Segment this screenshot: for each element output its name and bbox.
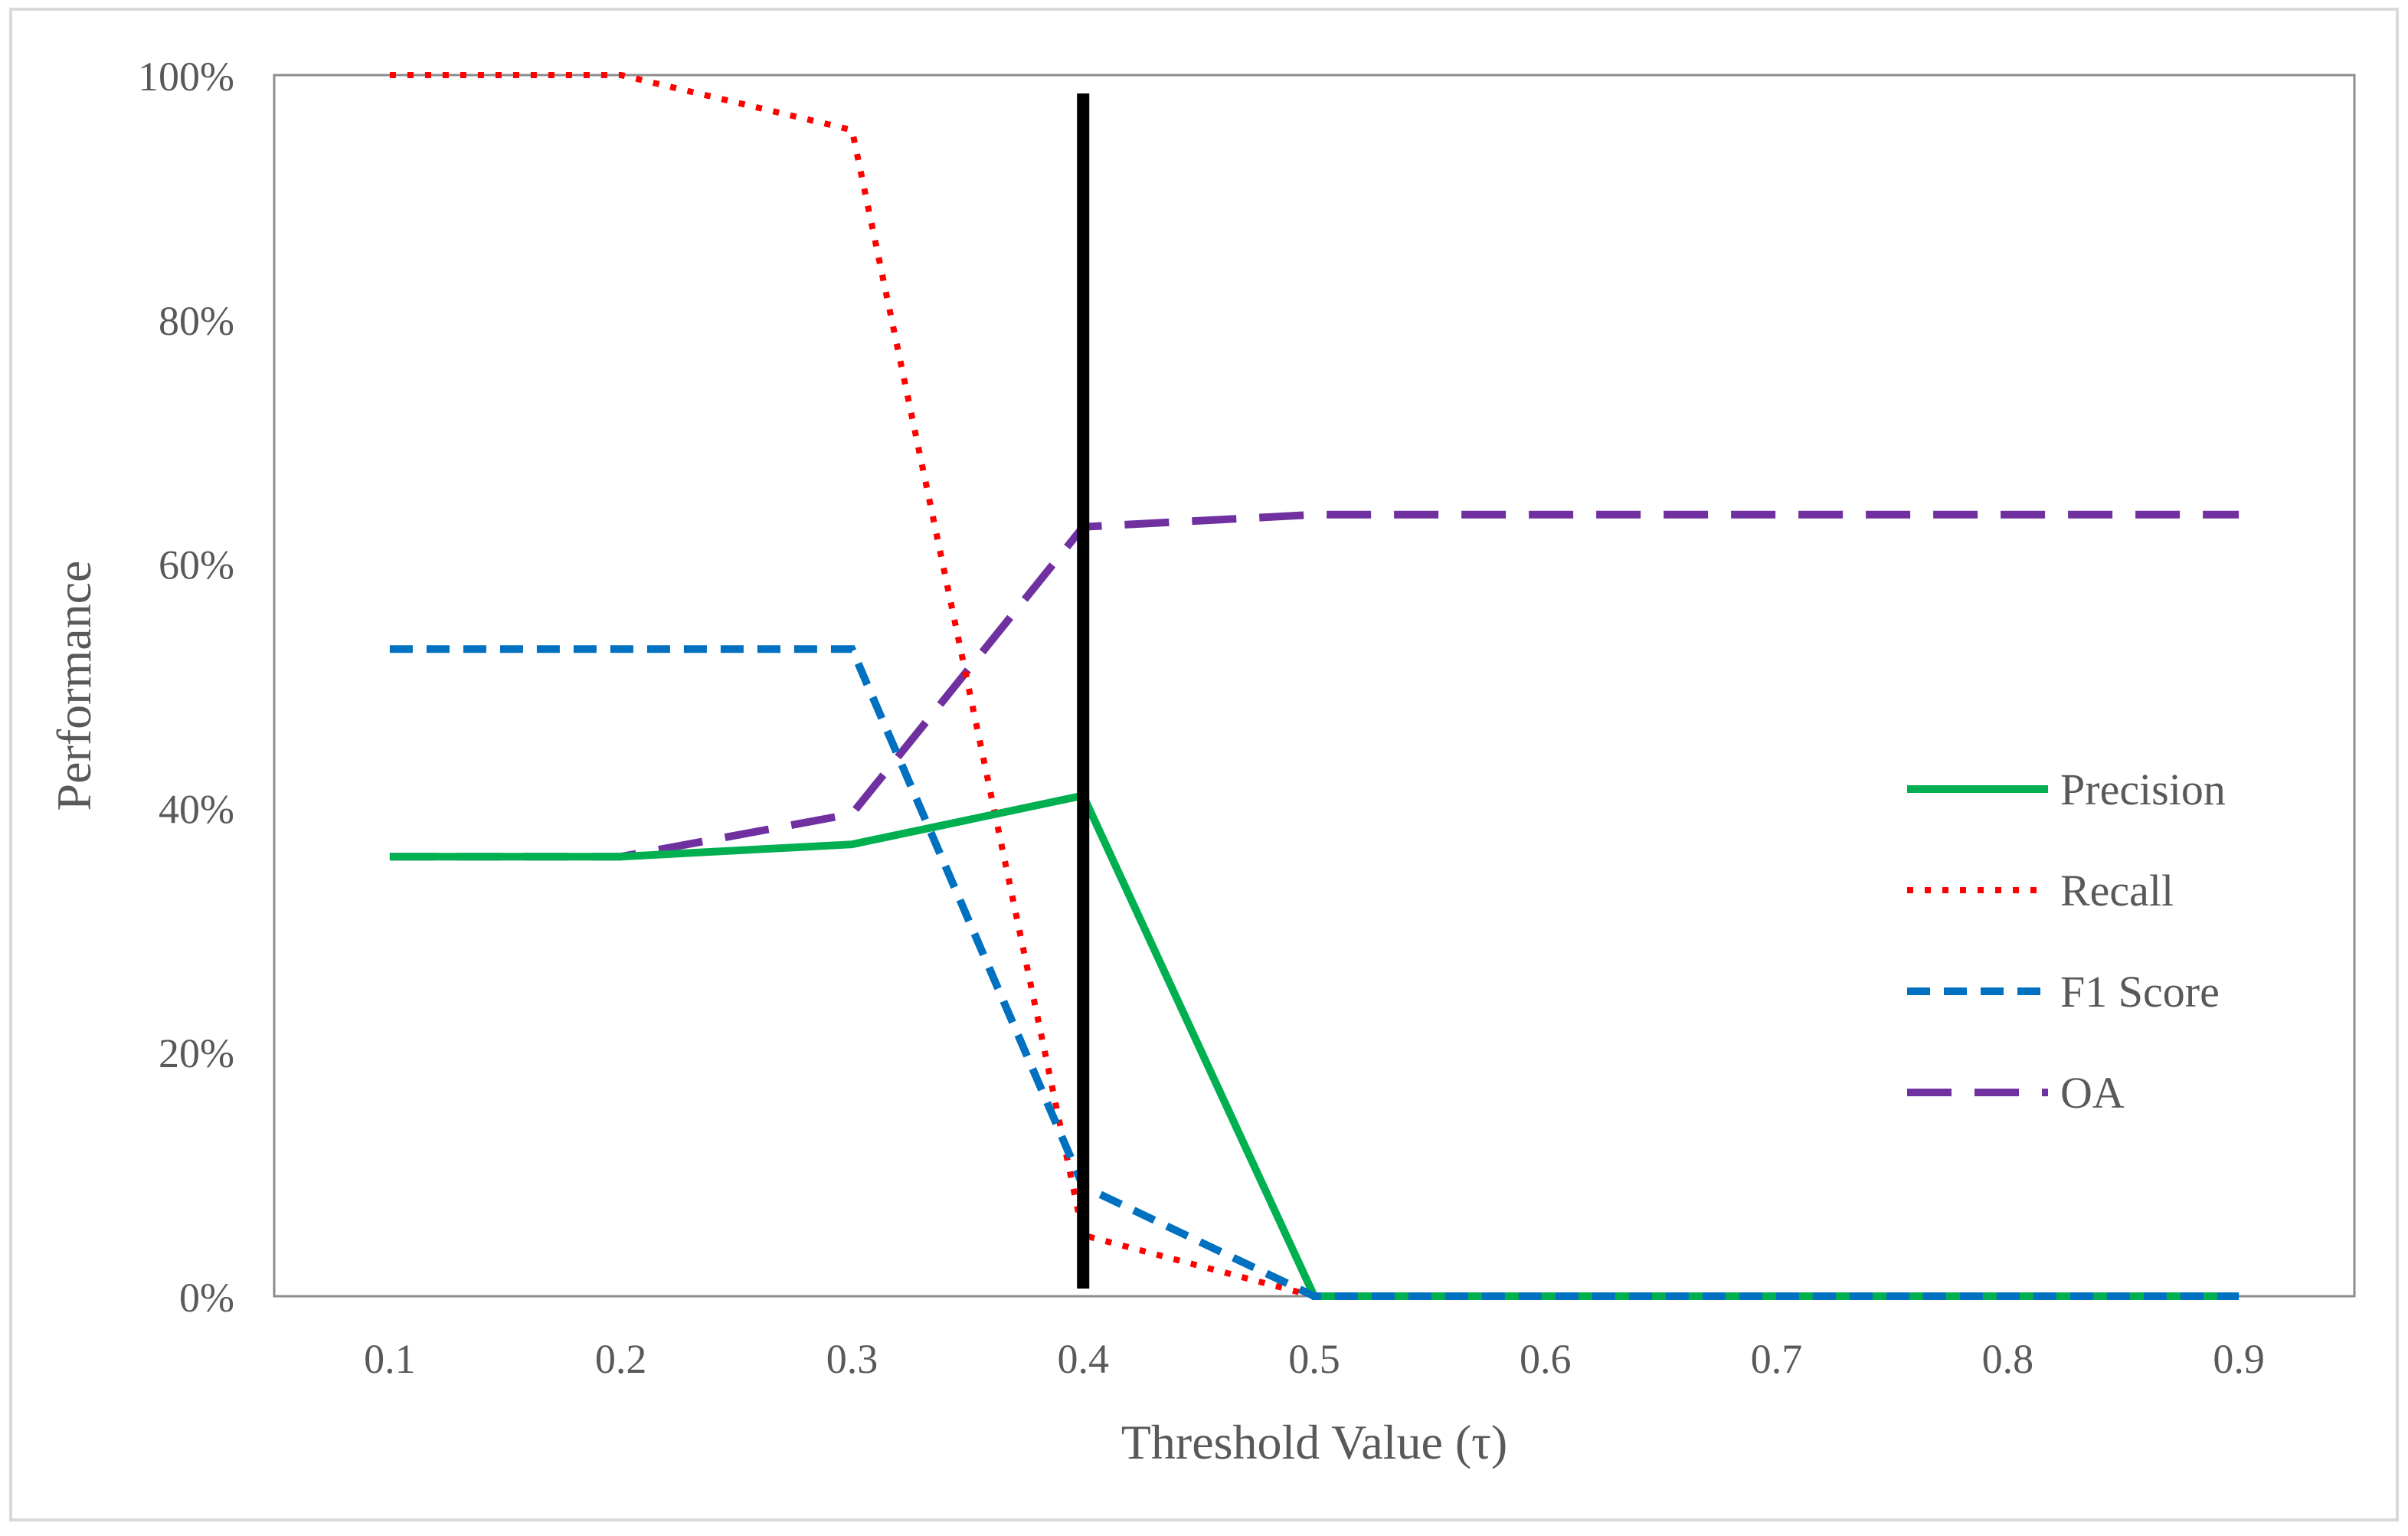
- legend-item-f1-score: F1 Score: [1907, 967, 2220, 1017]
- y-tick-label: 80%: [159, 298, 234, 344]
- x-tick-label: 0.1: [364, 1336, 416, 1382]
- x-tick-label: 0.9: [2213, 1336, 2265, 1382]
- legend-item-recall: Recall: [1907, 866, 2174, 915]
- x-tick-label: 0.7: [1751, 1336, 1803, 1382]
- figure-border: [9, 8, 2399, 1521]
- y-tick-label: 20%: [159, 1030, 234, 1076]
- legend-label: OA: [2060, 1068, 2125, 1118]
- x-tick-label: 0.3: [826, 1336, 878, 1382]
- legend-item-precision: Precision: [1907, 765, 2226, 814]
- x-tick-label: 0.4: [1057, 1336, 1109, 1382]
- x-axis-label: Threshold Value (τ): [1121, 1415, 1507, 1469]
- x-tick-label: 0.6: [1520, 1336, 1572, 1382]
- legend-label: Recall: [2060, 866, 2174, 915]
- series-line-oa: [389, 510, 2240, 861]
- x-tick-label: 0.2: [595, 1336, 647, 1382]
- legend-label: Precision: [2060, 765, 2226, 814]
- x-tick-label: 0.8: [1982, 1336, 2034, 1382]
- y-tick-label: 60%: [159, 542, 234, 588]
- y-tick-label: 40%: [159, 786, 234, 832]
- y-tick-label: 100%: [138, 54, 234, 100]
- x-axis-ticks: 0.1 0.2 0.3 0.4 0.5 0.6 0.7 0.8 0.9: [364, 1336, 2265, 1382]
- legend: Precision Recall F1 Score OA: [1907, 765, 2226, 1118]
- series-line-f1-score: [389, 645, 2240, 1300]
- y-tick-label: 0%: [179, 1275, 234, 1321]
- legend-label: F1 Score: [2060, 967, 2220, 1017]
- y-axis-ticks: 0% 20% 40% 60% 80% 100%: [138, 54, 234, 1321]
- legend-item-oa: OA: [1907, 1068, 2125, 1118]
- x-tick-label: 0.5: [1288, 1336, 1340, 1382]
- series-layer: [389, 72, 2240, 1300]
- y-axis-label: Performance: [47, 561, 101, 811]
